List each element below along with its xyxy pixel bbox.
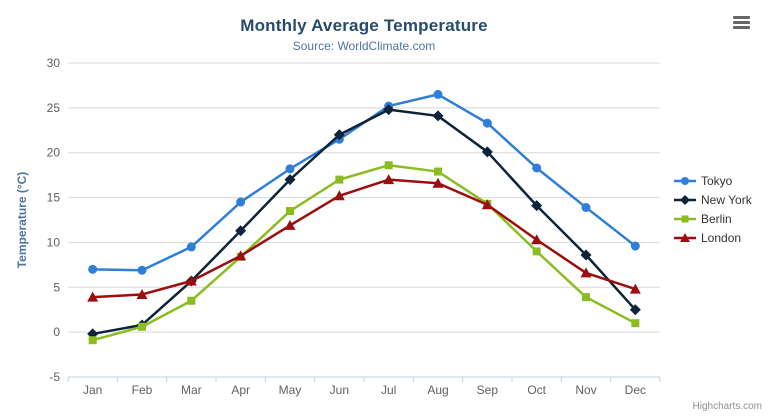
legend-label: New York <box>701 193 752 207</box>
data-point-marker[interactable] <box>432 110 444 122</box>
y-axis-title: Temperature (°C) <box>15 172 29 269</box>
circle-marker-icon <box>674 177 696 185</box>
data-point-marker[interactable] <box>285 164 295 174</box>
legend-label: London <box>701 231 742 245</box>
data-point-marker[interactable] <box>581 202 591 212</box>
series-line-new-york[interactable] <box>91 108 637 336</box>
data-point-marker[interactable] <box>236 197 246 207</box>
series-berlin[interactable] <box>88 161 640 345</box>
data-point-marker[interactable] <box>384 161 393 170</box>
x-axis-tick-label: Mar <box>181 383 202 397</box>
data-point-marker[interactable] <box>582 293 590 302</box>
legend-label: Tokyo <box>701 174 733 188</box>
data-point-marker[interactable] <box>680 195 690 205</box>
hamburger-bar <box>733 26 750 29</box>
data-point-marker[interactable] <box>235 250 247 261</box>
legend-item-london[interactable]: London <box>674 231 752 245</box>
legend-label: Berlin <box>701 212 732 226</box>
series-new-york[interactable] <box>87 104 641 340</box>
x-axis-tick-label: Sep <box>477 383 499 397</box>
data-point-marker[interactable] <box>631 319 640 328</box>
data-point-marker[interactable] <box>481 146 493 158</box>
data-point-marker[interactable] <box>532 247 541 256</box>
legend-item-new-york[interactable]: New York <box>674 193 752 207</box>
y-axis-tick-label: 5 <box>53 280 60 294</box>
data-point-marker[interactable] <box>138 322 146 331</box>
chart-subtitle: Source: WorldClimate.com <box>292 39 436 53</box>
data-point-marker[interactable] <box>481 199 493 210</box>
x-axis-tick-label: Feb <box>132 383 153 397</box>
x-axis-tick-label: May <box>279 383 302 397</box>
data-point-marker[interactable] <box>87 291 99 302</box>
data-point-marker[interactable] <box>335 175 344 184</box>
data-point-marker[interactable] <box>433 89 443 99</box>
data-point-marker[interactable] <box>286 207 294 216</box>
y-axis-tick-label: 30 <box>47 56 61 70</box>
legend-item-tokyo[interactable]: Tokyo <box>674 174 752 188</box>
data-point-marker[interactable] <box>532 163 542 173</box>
data-point-marker[interactable] <box>185 275 197 286</box>
x-axis-tick-label: Nov <box>575 383 596 397</box>
data-point-marker[interactable] <box>629 283 641 294</box>
series-london[interactable] <box>87 174 641 302</box>
hamburger-bar <box>733 16 750 19</box>
x-axis-tick-label: Dec <box>625 383 646 397</box>
data-point-marker[interactable] <box>284 174 296 186</box>
y-axis-tick-label: 20 <box>47 146 61 160</box>
x-axis-tick-label: Jul <box>381 383 396 397</box>
data-point-marker[interactable] <box>333 129 345 141</box>
y-axis-tick-label: -5 <box>49 370 60 384</box>
hamburger-bar <box>733 21 750 24</box>
series-line-berlin[interactable] <box>91 164 637 342</box>
series-line-tokyo[interactable] <box>91 93 637 272</box>
y-axis-tick-label: 25 <box>47 101 61 115</box>
data-point-marker[interactable] <box>88 264 98 274</box>
data-point-marker[interactable] <box>383 174 395 185</box>
data-point-marker[interactable] <box>284 219 296 230</box>
data-point-marker[interactable] <box>580 267 592 278</box>
x-axis-tick-label: Apr <box>231 383 250 397</box>
data-point-marker[interactable] <box>235 225 247 237</box>
data-point-marker[interactable] <box>88 336 97 345</box>
data-point-marker[interactable] <box>186 242 196 252</box>
series-tokyo[interactable] <box>88 89 640 275</box>
data-point-marker[interactable] <box>432 177 444 188</box>
y-axis-tick-label: 15 <box>47 191 61 205</box>
data-point-marker[interactable] <box>680 233 690 242</box>
data-point-marker[interactable] <box>531 200 543 212</box>
legend-item-berlin[interactable]: Berlin <box>674 212 752 226</box>
data-point-marker[interactable] <box>630 241 640 251</box>
diamond-marker-icon <box>674 195 696 205</box>
x-axis-tick-label: Jun <box>330 383 349 397</box>
legend: Tokyo New York Berlin London <box>674 174 752 245</box>
data-point-marker[interactable] <box>383 104 395 116</box>
chart-title: Monthly Average Temperature <box>240 16 488 35</box>
y-axis-tick-label: 10 <box>47 235 61 249</box>
data-point-marker[interactable] <box>681 215 689 223</box>
data-point-marker[interactable] <box>482 118 492 128</box>
data-point-marker[interactable] <box>333 190 345 201</box>
square-marker-icon <box>674 215 696 223</box>
x-axis-tick-label: Aug <box>427 383 448 397</box>
data-point-marker[interactable] <box>137 265 147 275</box>
data-point-marker[interactable] <box>187 296 196 305</box>
data-point-marker[interactable] <box>580 249 592 261</box>
hamburger-menu-icon[interactable] <box>733 16 751 30</box>
x-axis-tick-label: Jan <box>83 383 102 397</box>
y-axis-tick-label: 0 <box>53 325 60 339</box>
data-point-marker[interactable] <box>531 234 543 245</box>
data-point-marker[interactable] <box>136 288 148 299</box>
data-point-marker[interactable] <box>681 177 689 185</box>
x-axis-tick-label: Oct <box>527 383 546 397</box>
data-point-marker[interactable] <box>629 304 641 316</box>
triangle-marker-icon <box>674 233 696 242</box>
series-line-london[interactable] <box>91 178 637 299</box>
highcharts-credits-link[interactable]: Highcharts.com <box>692 401 762 412</box>
data-point-marker[interactable] <box>434 167 442 176</box>
